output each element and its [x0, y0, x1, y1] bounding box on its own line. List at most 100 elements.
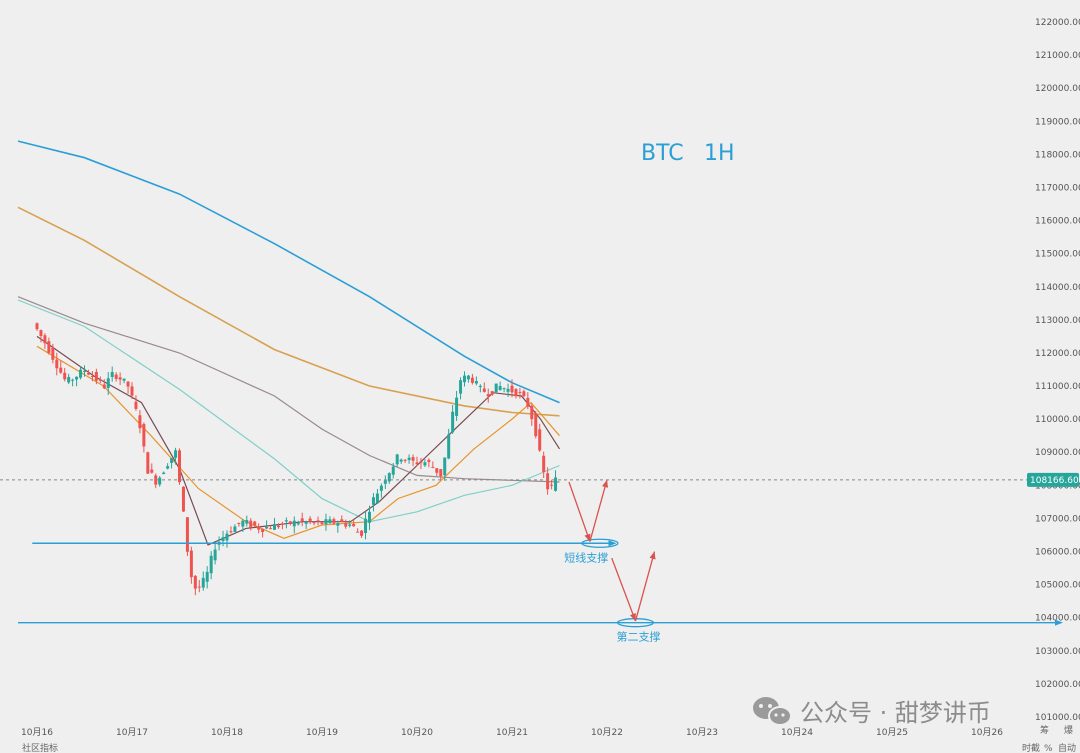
moving-average-line [17, 296, 560, 483]
current-price-badge [1027, 472, 1079, 487]
candle-body [134, 401, 138, 409]
x-tick-label: 10月20 [401, 727, 433, 738]
y-tick-label: 114000.00 [1035, 283, 1080, 293]
candle-body [324, 519, 328, 525]
candle-body [360, 530, 364, 536]
candle-body [486, 394, 490, 397]
candle-body [498, 386, 502, 390]
forecast-arrowhead [629, 613, 636, 622]
y-tick-label: 122000.00 [1035, 18, 1080, 28]
candle-body [51, 347, 55, 360]
candle-body [296, 523, 300, 525]
support-arrowhead [608, 540, 617, 547]
forecast-arrowhead [649, 551, 656, 560]
forecast-arrow [589, 479, 608, 542]
forecast-arrowhead [584, 533, 591, 542]
candle-body [110, 372, 114, 378]
candles [35, 322, 558, 596]
chart-timeframe: 1H [704, 141, 735, 166]
forecast-arrow [568, 481, 591, 542]
support-1-marker [581, 538, 619, 548]
candle-body [178, 450, 181, 483]
candle-body [55, 359, 59, 369]
candle-body [344, 523, 348, 527]
candle-body [261, 528, 265, 532]
watermark-text: 公众号 · 甜梦讲币 [800, 699, 991, 727]
candle-body [470, 377, 474, 383]
support-1-label: 短线支撑 [564, 550, 608, 564]
candle-body [221, 537, 225, 541]
candle-body [201, 577, 205, 588]
candle-body [284, 520, 288, 522]
chart-title: BTC [641, 141, 684, 166]
y-tick-label: 109000.00 [1035, 448, 1080, 458]
x-tick-label: 10月22 [591, 727, 623, 738]
candle-body [554, 477, 558, 491]
candle-body [170, 458, 174, 463]
candle-body [150, 469, 154, 473]
candle-body [538, 429, 542, 451]
current-price-label: 108166.60 [1030, 476, 1079, 486]
candle-body [43, 335, 47, 344]
watermark: 公众号 · 甜梦讲币 [753, 697, 991, 727]
candle-body [288, 521, 292, 524]
y-tick-label: 117000.00 [1035, 183, 1080, 193]
candle-body [142, 424, 146, 447]
x-axis: 10月16 10月17 10月18 10月19 10月20 10月21 10月22 10月23… [21, 727, 1003, 738]
y-tick-label: 107000.00 [1035, 514, 1080, 524]
candle-body [368, 511, 371, 523]
footer-corner-1[interactable]: 筹 [1040, 724, 1049, 736]
candle-body [474, 380, 478, 384]
candle-body [197, 586, 201, 588]
candle-body [546, 473, 550, 490]
candle-body [542, 455, 546, 473]
candle-body [229, 531, 233, 533]
y-tick-label: 118000.00 [1035, 150, 1080, 160]
x-tick-label: 10月26 [971, 727, 1003, 738]
candle-body [35, 323, 39, 330]
moving-average-line [17, 206, 560, 417]
candle-body [154, 475, 158, 485]
y-tick-label: 110000.00 [1035, 415, 1080, 425]
footer-indicators[interactable]: 社区指标 [22, 742, 58, 753]
candle-body [502, 388, 506, 390]
arrows [568, 479, 656, 622]
candle-body [411, 457, 415, 461]
candle-body [518, 392, 522, 394]
candle-body [364, 518, 368, 534]
candle-body [395, 454, 399, 465]
candle-body [233, 526, 237, 532]
candle-body [59, 367, 63, 373]
candle-body [348, 524, 352, 526]
candle-body [387, 473, 391, 482]
candle-body [304, 521, 308, 524]
candle-body [419, 461, 423, 463]
candle-body [482, 388, 486, 392]
x-tick-label: 10月17 [116, 727, 148, 738]
candle-body [181, 486, 185, 512]
candle-body [102, 384, 106, 389]
candle-body [522, 391, 526, 397]
candle-body [280, 523, 284, 525]
candle-body [447, 434, 451, 459]
footer-percent[interactable]: % [1044, 744, 1053, 753]
candle-body [443, 457, 447, 476]
candle-body [451, 411, 455, 433]
footer-auto[interactable]: 自动 [1058, 742, 1076, 753]
y-tick-label: 111000.00 [1035, 382, 1080, 392]
candle-body [162, 472, 166, 475]
candle-body [526, 397, 530, 407]
footer-corner-2[interactable]: 爆 [1064, 724, 1073, 736]
candle-body [79, 369, 83, 378]
candle-body [292, 520, 296, 527]
x-tick-label: 10月18 [211, 727, 243, 738]
candle-body [514, 389, 518, 397]
candle-body [237, 522, 241, 524]
candle-body [193, 575, 197, 589]
x-tick-label: 10月25 [876, 727, 908, 738]
candle-body [403, 459, 407, 461]
footer-timestamp[interactable]: 时截 [1022, 742, 1040, 753]
y-tick-label: 101000.00 [1035, 713, 1080, 723]
